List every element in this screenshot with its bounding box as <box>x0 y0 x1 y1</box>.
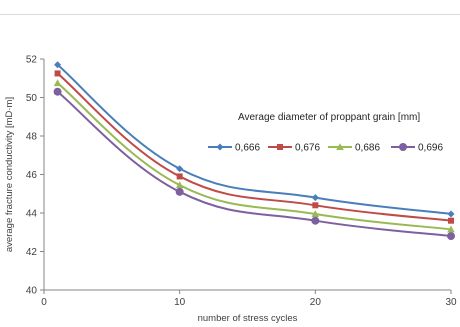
y-axis-title: average fracture conductivity [mD·m] <box>4 97 15 252</box>
legend-label: 0,676 <box>295 143 320 154</box>
y-tick-label: 52 <box>26 55 38 66</box>
x-tick-label: 10 <box>174 297 186 308</box>
x-tick-label: 20 <box>310 297 322 308</box>
series-0,666 <box>54 61 455 218</box>
data-point-triangle <box>53 79 62 87</box>
legend-item-0,686: 0,686 <box>328 143 380 154</box>
data-point-circle <box>311 216 320 225</box>
data-point-square <box>277 144 283 150</box>
data-point-circle <box>53 87 62 96</box>
data-point-diamond <box>176 165 184 173</box>
legend-item-0,696: 0,696 <box>391 143 443 154</box>
series-0,696 <box>53 87 455 241</box>
legend: Average diameter of proppant grain [mm] … <box>208 112 443 154</box>
y-tick-label: 48 <box>26 132 38 143</box>
legend-title: Average diameter of proppant grain [mm] <box>238 112 420 123</box>
axes: 40 42 44 46 48 50 52 0 10 20 30 <box>26 55 457 309</box>
data-point-square <box>448 217 454 224</box>
data-point-circle <box>175 187 184 196</box>
data-point-triangle <box>447 225 455 233</box>
series-line <box>56 64 452 215</box>
data-point-square <box>312 202 319 209</box>
y-tick-label: 44 <box>26 209 38 220</box>
series-line <box>56 72 452 222</box>
x-axis-title: number of stress cycles <box>198 313 298 324</box>
legend-label: 0,666 <box>235 143 260 154</box>
legend-item-0,676: 0,676 <box>268 143 320 154</box>
y-tick-label: 50 <box>26 93 38 104</box>
data-point-square <box>176 173 183 180</box>
legend-item-0,666: 0,666 <box>208 143 260 154</box>
series-0,686 <box>53 79 455 233</box>
series-layer <box>53 61 455 241</box>
series-line <box>56 82 452 231</box>
data-point-square <box>54 70 61 77</box>
x-tick-label: 30 <box>445 297 457 308</box>
series-0,676 <box>54 70 454 224</box>
data-point-circle <box>447 232 455 241</box>
legend-label: 0,696 <box>418 143 443 154</box>
x-tick-label: 0 <box>41 297 47 308</box>
data-point-diamond <box>216 143 224 151</box>
y-tick-label: 40 <box>26 286 38 297</box>
data-point-diamond <box>311 194 319 202</box>
y-tick-label: 46 <box>26 170 38 181</box>
data-point-triangle <box>336 143 344 150</box>
data-point-triangle <box>311 210 320 217</box>
data-point-circle <box>399 143 407 151</box>
y-tick-label: 42 <box>26 247 38 258</box>
data-point-triangle <box>175 181 184 189</box>
legend-label: 0,686 <box>355 143 380 154</box>
data-point-diamond <box>447 210 455 218</box>
series-line <box>56 90 452 238</box>
data-point-diamond <box>54 61 62 69</box>
